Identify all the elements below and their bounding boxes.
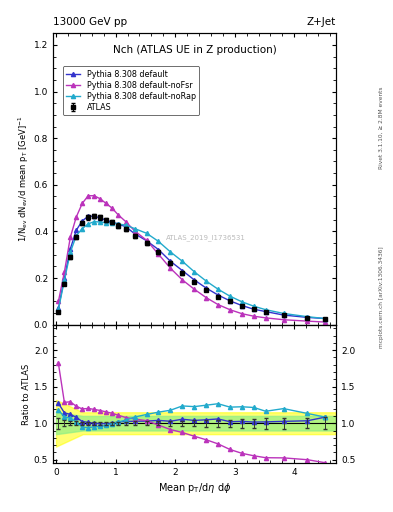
Y-axis label: 1/N$_\mathregular{ev}$ dN$_\mathregular{ev}$/d mean p$_\mathregular{T}$ [GeV]$^{: 1/N$_\mathregular{ev}$ dN$_\mathregular{… bbox=[17, 116, 31, 242]
X-axis label: Mean p$_\mathregular{T}$/d$\eta$ d$\phi$: Mean p$_\mathregular{T}$/d$\eta$ d$\phi$ bbox=[158, 481, 231, 496]
Pythia 8.308 default-noRap bbox=[168, 249, 173, 255]
Pythia 8.308 default-noFsr bbox=[98, 196, 103, 202]
Text: ATLAS_2019_I1736531: ATLAS_2019_I1736531 bbox=[166, 234, 246, 241]
Pythia 8.308 default-noRap bbox=[216, 286, 220, 292]
Pythia 8.308 default-noFsr bbox=[68, 234, 73, 240]
Pythia 8.308 default-noRap bbox=[305, 314, 310, 320]
Pythia 8.308 default bbox=[104, 217, 108, 223]
Pythia 8.308 default bbox=[192, 277, 196, 283]
Pythia 8.308 default bbox=[305, 314, 310, 321]
Pythia 8.308 default bbox=[180, 267, 185, 273]
Pythia 8.308 default-noFsr bbox=[263, 315, 268, 321]
Line: Pythia 8.308 default-noFsr: Pythia 8.308 default-noFsr bbox=[56, 194, 327, 324]
Pythia 8.308 default-noRap bbox=[156, 239, 161, 245]
Pythia 8.308 default-noRap bbox=[86, 221, 90, 227]
Pythia 8.308 default bbox=[80, 218, 84, 224]
Text: Z+Jet: Z+Jet bbox=[307, 16, 336, 27]
Pythia 8.308 default bbox=[92, 213, 97, 219]
Pythia 8.308 default bbox=[74, 227, 79, 233]
Pythia 8.308 default-noFsr bbox=[281, 316, 286, 323]
Pythia 8.308 default-noRap bbox=[240, 298, 244, 305]
Pythia 8.308 default-noRap bbox=[252, 303, 256, 309]
Pythia 8.308 default-noFsr bbox=[104, 200, 108, 206]
Line: Pythia 8.308 default: Pythia 8.308 default bbox=[56, 214, 327, 321]
Pythia 8.308 default bbox=[228, 298, 232, 304]
Pythia 8.308 default-noRap bbox=[228, 293, 232, 299]
Pythia 8.308 default bbox=[168, 258, 173, 264]
Pythia 8.308 default-noFsr bbox=[86, 193, 90, 199]
Pythia 8.308 default bbox=[68, 246, 73, 252]
Pythia 8.308 default-noRap bbox=[180, 258, 185, 264]
Pythia 8.308 default-noRap bbox=[281, 310, 286, 316]
Pythia 8.308 default-noFsr bbox=[240, 311, 244, 317]
Pythia 8.308 default bbox=[252, 306, 256, 312]
Pythia 8.308 default bbox=[86, 213, 90, 219]
Pythia 8.308 default-noFsr bbox=[56, 298, 61, 305]
Pythia 8.308 default-noFsr bbox=[144, 237, 149, 243]
Pythia 8.308 default bbox=[323, 315, 328, 322]
Text: 13000 GeV pp: 13000 GeV pp bbox=[53, 16, 127, 27]
Text: Rivet 3.1.10, ≥ 2.8M events: Rivet 3.1.10, ≥ 2.8M events bbox=[379, 87, 384, 169]
Pythia 8.308 default bbox=[132, 230, 137, 237]
Pythia 8.308 default-noRap bbox=[116, 221, 120, 227]
Pythia 8.308 default-noRap bbox=[323, 315, 328, 322]
Pythia 8.308 default bbox=[110, 219, 114, 225]
Pythia 8.308 default-noRap bbox=[192, 269, 196, 275]
Pythia 8.308 default bbox=[116, 221, 120, 227]
Pythia 8.308 default-noFsr bbox=[116, 211, 120, 218]
Pythia 8.308 default-noRap bbox=[204, 278, 209, 284]
Pythia 8.308 default bbox=[281, 312, 286, 318]
Pythia 8.308 default bbox=[216, 292, 220, 298]
Pythia 8.308 default-noRap bbox=[56, 306, 61, 312]
Pythia 8.308 default-noRap bbox=[62, 278, 67, 284]
Pythia 8.308 default-noFsr bbox=[80, 200, 84, 206]
Pythia 8.308 default-noFsr bbox=[204, 294, 209, 301]
Pythia 8.308 default-noFsr bbox=[123, 219, 128, 225]
Pythia 8.308 default bbox=[240, 303, 244, 309]
Pythia 8.308 default-noRap bbox=[74, 232, 79, 239]
Pythia 8.308 default-noRap bbox=[132, 225, 137, 231]
Text: mcplots.cern.ch [arXiv:1306.3436]: mcplots.cern.ch [arXiv:1306.3436] bbox=[379, 246, 384, 348]
Pythia 8.308 default-noFsr bbox=[74, 214, 79, 220]
Pythia 8.308 default-noRap bbox=[68, 249, 73, 255]
Pythia 8.308 default-noRap bbox=[92, 219, 97, 225]
Pythia 8.308 default-noRap bbox=[110, 220, 114, 226]
Y-axis label: Ratio to ATLAS: Ratio to ATLAS bbox=[22, 364, 31, 424]
Pythia 8.308 default-noFsr bbox=[156, 251, 161, 258]
Pythia 8.308 default-noFsr bbox=[192, 286, 196, 292]
Pythia 8.308 default-noRap bbox=[98, 219, 103, 225]
Pythia 8.308 default-noRap bbox=[144, 230, 149, 237]
Pythia 8.308 default-noFsr bbox=[323, 319, 328, 325]
Text: Nch (ATLAS UE in Z production): Nch (ATLAS UE in Z production) bbox=[113, 45, 276, 55]
Pythia 8.308 default-noFsr bbox=[252, 313, 256, 319]
Pythia 8.308 default bbox=[56, 305, 61, 311]
Pythia 8.308 default-noFsr bbox=[92, 193, 97, 199]
Pythia 8.308 default bbox=[156, 246, 161, 252]
Pythia 8.308 default-noFsr bbox=[110, 205, 114, 211]
Pythia 8.308 default-noFsr bbox=[180, 277, 185, 283]
Pythia 8.308 default-noFsr bbox=[228, 307, 232, 313]
Pythia 8.308 default-noFsr bbox=[216, 302, 220, 308]
Pythia 8.308 default-noRap bbox=[104, 220, 108, 226]
Pythia 8.308 default-noRap bbox=[123, 222, 128, 228]
Pythia 8.308 default bbox=[98, 215, 103, 221]
Pythia 8.308 default bbox=[204, 285, 209, 291]
Pythia 8.308 default-noFsr bbox=[132, 228, 137, 234]
Pythia 8.308 default-noFsr bbox=[62, 269, 67, 275]
Pythia 8.308 default-noRap bbox=[80, 225, 84, 231]
Pythia 8.308 default bbox=[123, 224, 128, 230]
Pythia 8.308 default-noFsr bbox=[168, 265, 173, 271]
Pythia 8.308 default bbox=[144, 238, 149, 244]
Pythia 8.308 default-noFsr bbox=[305, 318, 310, 324]
Line: Pythia 8.308 default-noRap: Pythia 8.308 default-noRap bbox=[56, 220, 327, 321]
Pythia 8.308 default bbox=[263, 309, 268, 315]
Legend: Pythia 8.308 default, Pythia 8.308 default-noFsr, Pythia 8.308 default-noRap, AT: Pythia 8.308 default, Pythia 8.308 defau… bbox=[63, 67, 199, 115]
Pythia 8.308 default-noRap bbox=[263, 307, 268, 313]
Pythia 8.308 default bbox=[62, 275, 67, 281]
